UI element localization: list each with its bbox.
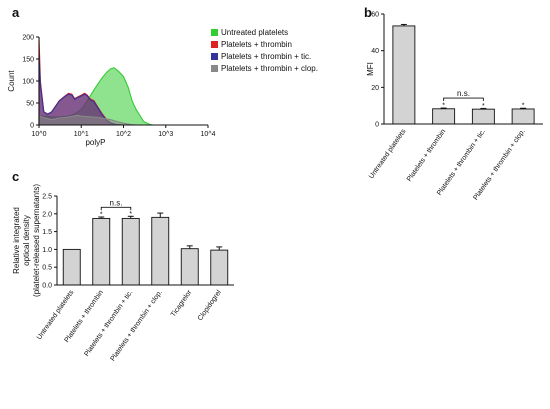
panel-letter-b: b [364,5,372,20]
bar [511,108,535,125]
x-axis-label: polyP [85,138,105,147]
y-axis-label: MFI [366,62,375,76]
y-axis-label: Relative integrated [12,207,21,274]
significance-bracket [100,206,132,211]
legend-swatch [211,29,218,36]
y-tick-label: 1.0 [42,247,52,254]
bar [121,217,140,286]
y-tick-label: 2.5 [42,194,52,201]
bar [432,108,456,125]
category-label: Ticagrelor [170,289,194,319]
category-label: Platelets + thrombin [406,128,447,183]
legend-label: Platelets + thrombin [221,40,292,49]
significance-marker: * [129,211,132,218]
x-tick-label: 10^0 [32,131,47,138]
category-label: Platelets + thrombin + clop. [109,289,163,363]
y-tick-label: 150 [22,57,34,64]
y-axis-label: Count [7,70,16,92]
significance-marker: * [482,103,485,110]
bar [180,248,199,286]
category-label: Clopidogrel [197,289,223,322]
y-tick-label: 200 [22,35,34,42]
y-tick-label: 40 [371,48,379,55]
histogram-panel-a: 0 50 100 150 200 10^0 10^1 10^2 10^3 10^4 polyP Cou… [7,28,318,147]
y-tick-label: 0 [375,122,379,129]
legend-swatch [211,41,218,48]
y-tick-label: 0.5 [42,265,52,272]
x-tick-label: 10^3 [158,131,173,138]
bar-chart-panel-c: Untreated platelets*Platelets + thrombin… [12,184,234,363]
legend-swatch [211,53,218,60]
y-axis-label: (platelet-released supernatants) [32,184,41,297]
bracket-label: n.s. [110,198,123,207]
bar [210,249,229,286]
y-tick-label: 1.5 [42,229,52,236]
bar [471,108,495,125]
x-tick-label: 10^1 [74,131,89,138]
panel-letter-a: a [12,5,20,20]
bar [151,216,170,286]
significance-marker: * [442,103,445,110]
panel-letter-c: c [12,169,19,184]
bar [92,217,111,286]
bracket-label: n.s. [457,89,470,98]
significance-marker: * [522,103,525,110]
x-tick-label: 10^4 [201,131,216,138]
y-tick-label: 2.0 [42,211,52,218]
legend-label: Untreated platelets [221,28,288,37]
y-tick-label: 60 [371,12,379,19]
y-axis-label: optical density [22,215,31,266]
significance-marker: * [100,212,103,219]
bar-chart-panel-b: Untreated platelets * Platelets + thrombin… [366,12,543,202]
y-tick-label: 20 [371,85,379,92]
y-tick-label: 0 [30,123,34,130]
bar [62,248,81,286]
legend: Untreated platelets Platelets + thrombin P… [211,28,318,73]
histogram-series-4 [38,114,137,126]
legend-label: Platelets + thrombin + clop. [221,64,318,73]
legend-label: Platelets + thrombin + tic. [221,52,311,61]
legend-swatch [211,65,218,72]
x-tick-label: 10^2 [116,131,131,138]
category-label: Untreated platelets [368,128,408,181]
y-tick-label: 100 [22,79,34,86]
significance-bracket [443,97,484,102]
y-tick-label: 50 [26,101,34,108]
bar [392,25,416,125]
y-tick-label: 0.0 [42,283,52,290]
